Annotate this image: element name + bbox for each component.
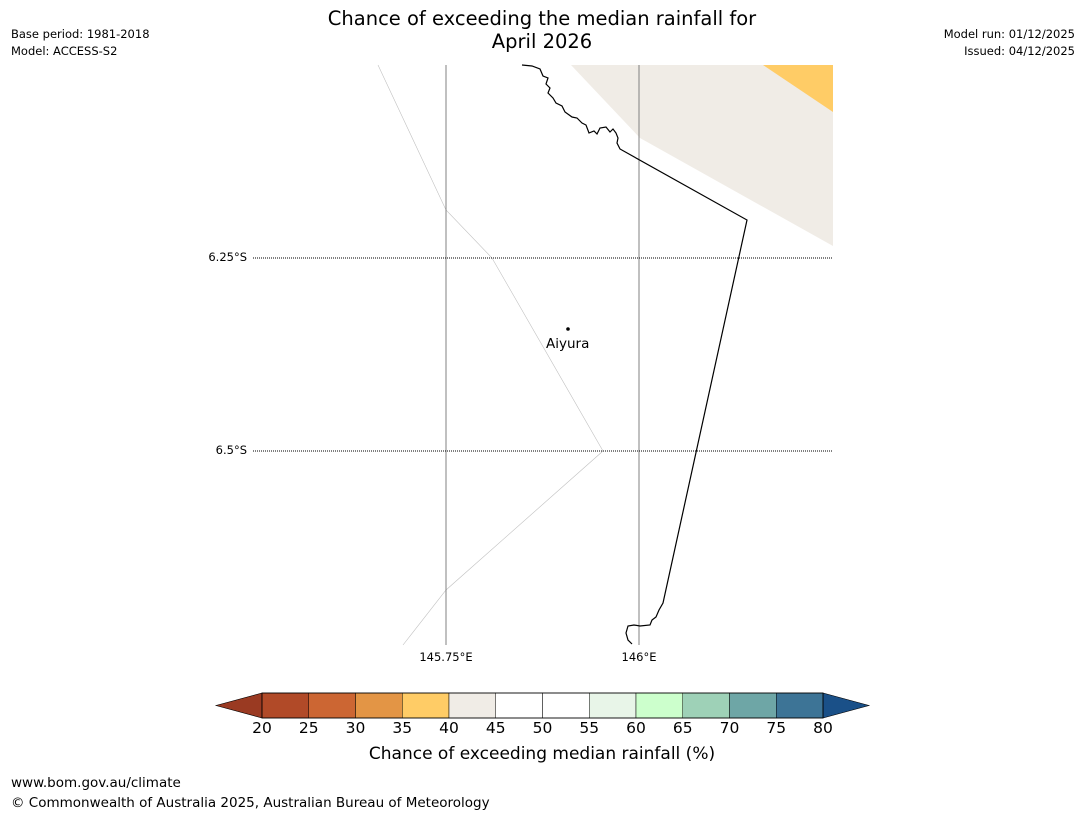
colorbar-tick-label: 45	[485, 719, 506, 737]
footer-url[interactable]: www.bom.gov.au/climate	[11, 775, 181, 791]
page-title: Chance of exceeding the median rainfall …	[242, 7, 842, 53]
model-text: Model: ACCESS-S2	[11, 44, 118, 58]
coastline	[521, 64, 748, 645]
colorbar-cell	[355, 692, 403, 719]
colorbar-outline	[261, 692, 824, 719]
colorbar-cell	[682, 692, 730, 719]
lon-label-145-75: 145.75°E	[419, 650, 473, 664]
colorbar-cell	[776, 692, 824, 719]
colorbar-tick-label: 55	[579, 719, 600, 737]
colorbar-tick-label: 70	[719, 719, 740, 737]
shade-35-40-region	[763, 65, 833, 112]
title-line-2: April 2026	[491, 30, 593, 53]
province-boundary	[377, 64, 604, 452]
colorbar-cell	[495, 692, 543, 719]
colorbar-tick-label: 25	[298, 719, 319, 737]
colorbar-cell	[542, 692, 590, 719]
place-label-aiyura: Aiyura	[546, 336, 590, 352]
colorbar-cell	[402, 692, 450, 719]
model-run-text: Model run: 01/12/2025	[943, 27, 1075, 41]
lat-label-6-5: 6.5°S	[215, 443, 247, 457]
lat-label-6-25: 6.25°S	[208, 250, 247, 264]
colorbar-tick-label: 30	[345, 719, 366, 737]
colorbar-tick-label: 75	[766, 719, 787, 737]
colorbar-cell	[308, 692, 356, 719]
colorbar-cell	[261, 692, 309, 719]
issued-text: Issued: 04/12/2025	[964, 44, 1075, 58]
colorbar-tick-label: 40	[439, 719, 459, 737]
colorbar-tick-label: 60	[626, 719, 646, 737]
meta-right: Model run: 01/12/2025 Issued: 04/12/2025	[944, 26, 1075, 60]
colorbar-tick-label: 20	[252, 719, 272, 737]
colorbar-label: Chance of exceeding median rainfall (%)	[368, 744, 716, 764]
colorbar-high-extend	[822, 692, 871, 719]
aiyura-marker	[566, 327, 570, 331]
shade-40-45-region	[571, 65, 833, 246]
colorbar-tick-label: 35	[392, 719, 413, 737]
colorbar-cell	[729, 692, 777, 719]
colorbar-tick-label: 50	[532, 719, 553, 737]
colorbar-cell	[589, 692, 637, 719]
title-line-1: Chance of exceeding the median rainfall …	[327, 7, 757, 30]
colorbar-tick-label: 65	[672, 719, 693, 737]
colorbar-low-extend	[214, 692, 263, 719]
meta-left: Base period: 1981-2018 Model: ACCESS-S2	[11, 26, 150, 60]
colorbar-cell	[448, 692, 496, 719]
colorbar-cells	[261, 692, 824, 719]
colorbar-cell	[635, 692, 683, 719]
footer-copyright: © Commonwealth of Australia 2025, Austra…	[11, 795, 490, 811]
lon-label-146: 146°E	[621, 650, 657, 664]
colorbar-tick-label: 80	[813, 719, 833, 737]
base-period-text: Base period: 1981-2018	[11, 27, 150, 41]
